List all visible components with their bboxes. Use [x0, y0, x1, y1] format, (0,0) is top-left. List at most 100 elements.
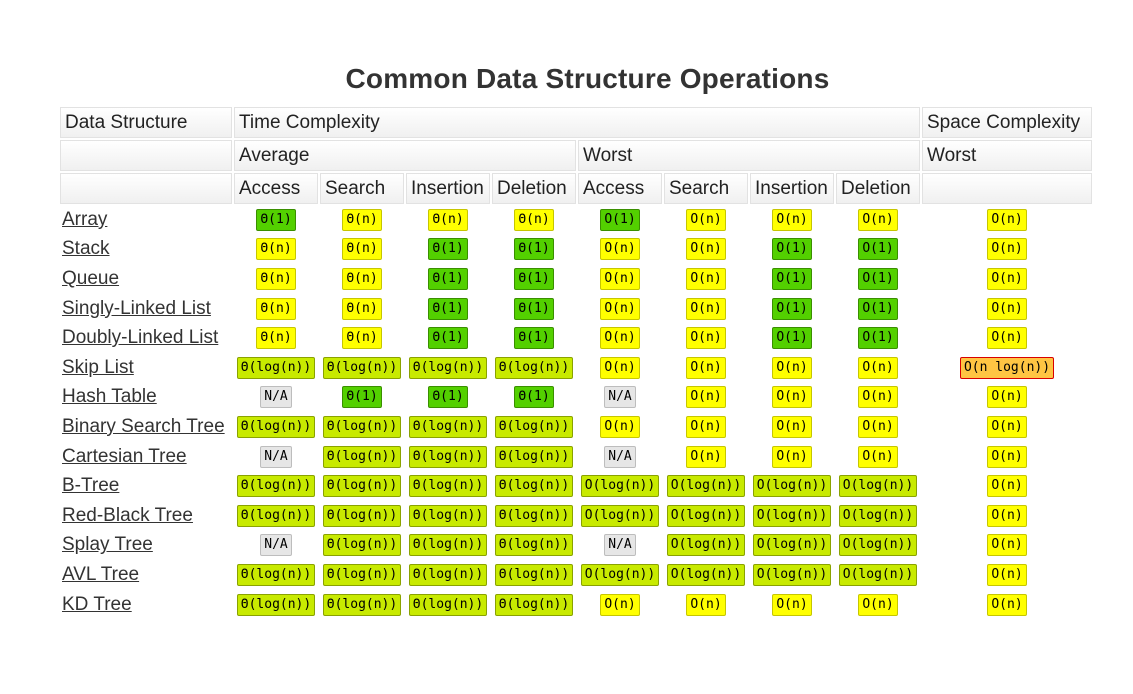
header-avg-access: Access — [234, 173, 318, 204]
data-structure-link[interactable]: AVL Tree — [62, 563, 140, 585]
complexity-badge: O(1) — [772, 238, 812, 261]
complexity-badge: O(1) — [772, 327, 812, 350]
complexity-badge: O(1) — [772, 267, 812, 290]
data-structure-cell: KD Tree — [60, 591, 232, 619]
complexity-badge: Θ(log(n)) — [408, 415, 488, 438]
data-structure-link[interactable]: Binary Search Tree — [62, 415, 225, 437]
avg-deletion-cell: Θ(1) — [492, 265, 576, 293]
complexity-badge: O(n) — [858, 415, 898, 438]
data-structure-link[interactable]: Red-Black Tree — [62, 504, 193, 526]
complexity-badge: O(n) — [987, 238, 1027, 261]
complexity-badge: Θ(log(n)) — [494, 415, 574, 438]
complexity-badge: O(n) — [686, 297, 726, 320]
complexity-badge: O(n log(n)) — [959, 356, 1055, 379]
worst-search-cell: O(log(n)) — [664, 532, 748, 560]
table-header: Data Structure Time Complexity Space Com… — [60, 107, 1092, 204]
complexity-badge: O(n) — [987, 593, 1027, 616]
complexity-badge: Θ(log(n)) — [322, 504, 402, 527]
complexity-badge: Θ(log(n)) — [408, 445, 488, 468]
avg-deletion-cell: Θ(log(n)) — [492, 413, 576, 441]
worst-search-cell: O(n) — [664, 206, 748, 234]
complexity-badge: Θ(log(n)) — [494, 593, 574, 616]
table-row: Skip List Θ(log(n)) Θ(log(n)) Θ(log(n)) Θ(lo… — [60, 354, 1092, 382]
table-row: Splay Tree N/A Θ(log(n)) Θ(log(n)) Θ(log(n))… — [60, 532, 1092, 560]
data-structure-link[interactable]: Array — [62, 208, 108, 230]
complexity-badge: N/A — [604, 445, 636, 468]
complexity-badge: Θ(1) — [342, 386, 382, 409]
complexity-badge: Θ(log(n)) — [494, 356, 574, 379]
worst-deletion-cell: O(n) — [836, 354, 920, 382]
data-structure-link[interactable]: Queue — [62, 267, 120, 289]
worst-search-cell: O(log(n)) — [664, 561, 748, 589]
data-structure-cell: Cartesian Tree — [60, 443, 232, 471]
avg-deletion-cell: Θ(1) — [492, 324, 576, 352]
avg-access-cell: Θ(log(n)) — [234, 472, 318, 500]
complexity-badge: O(n) — [686, 267, 726, 290]
data-structure-link[interactable]: Skip List — [62, 356, 134, 378]
complexity-badge: O(log(n)) — [666, 534, 746, 557]
complexity-badge: Θ(log(n)) — [494, 445, 574, 468]
worst-access-cell: O(log(n)) — [578, 472, 662, 500]
data-structure-cell: Array — [60, 206, 232, 234]
worst-insertion-cell: O(1) — [750, 236, 834, 264]
complexity-badge: O(n) — [858, 593, 898, 616]
data-structure-link[interactable]: B-Tree — [62, 475, 120, 497]
worst-access-cell: O(log(n)) — [578, 502, 662, 530]
complexity-badge: Θ(log(n)) — [494, 504, 574, 527]
worst-insertion-cell: O(1) — [750, 324, 834, 352]
worst-access-cell: O(n) — [578, 413, 662, 441]
complexity-badge: Θ(n) — [342, 297, 382, 320]
avg-access-cell: Θ(1) — [234, 206, 318, 234]
avg-search-cell: Θ(log(n)) — [320, 413, 404, 441]
data-structure-link[interactable]: Splay Tree — [62, 534, 153, 556]
data-structure-link[interactable]: KD Tree — [62, 593, 132, 615]
complexity-badge: O(log(n)) — [838, 563, 918, 586]
complexity-badge: O(n) — [987, 297, 1027, 320]
avg-insertion-cell: Θ(log(n)) — [406, 472, 490, 500]
complexity-badge: Θ(log(n)) — [236, 563, 316, 586]
complexity-badge: Θ(log(n)) — [322, 415, 402, 438]
complexity-badge: Θ(n) — [256, 327, 296, 350]
complexity-badge: O(log(n)) — [752, 534, 832, 557]
avg-insertion-cell: Θ(1) — [406, 236, 490, 264]
worst-access-cell: O(n) — [578, 591, 662, 619]
avg-search-cell: Θ(log(n)) — [320, 502, 404, 530]
worst-insertion-cell: O(n) — [750, 591, 834, 619]
complexity-badge: O(n) — [858, 445, 898, 468]
avg-access-cell: Θ(log(n)) — [234, 413, 318, 441]
data-structure-cell: AVL Tree — [60, 561, 232, 589]
worst-search-cell: O(log(n)) — [664, 472, 748, 500]
complexity-badge: O(log(n)) — [838, 475, 918, 498]
complexity-badge: Θ(n) — [514, 208, 554, 231]
space-worst-cell: O(n) — [922, 413, 1092, 441]
worst-insertion-cell: O(log(n)) — [750, 532, 834, 560]
data-structure-link[interactable]: Stack — [62, 238, 110, 260]
space-worst-cell: O(n) — [922, 472, 1092, 500]
complexity-badge: Θ(log(n)) — [322, 356, 402, 379]
data-structure-link[interactable]: Cartesian Tree — [62, 445, 187, 467]
avg-insertion-cell: Θ(1) — [406, 265, 490, 293]
data-structure-link[interactable]: Singly-Linked List — [62, 297, 211, 319]
complexity-badge: O(log(n)) — [580, 504, 660, 527]
complexity-badge: O(log(n)) — [666, 563, 746, 586]
data-structure-cell: Splay Tree — [60, 532, 232, 560]
complexity-badge: Θ(log(n)) — [236, 475, 316, 498]
avg-access-cell: Θ(log(n)) — [234, 591, 318, 619]
complexity-badge: O(1) — [858, 327, 898, 350]
header-row-ops: Access Search Insertion Deletion Access … — [60, 173, 1092, 204]
worst-access-cell: O(1) — [578, 206, 662, 234]
avg-search-cell: Θ(log(n)) — [320, 443, 404, 471]
avg-search-cell: Θ(n) — [320, 236, 404, 264]
complexity-badge: O(n) — [987, 475, 1027, 498]
data-structure-link[interactable]: Doubly-Linked List — [62, 327, 219, 349]
avg-deletion-cell: Θ(log(n)) — [492, 561, 576, 589]
header-time-complexity: Time Complexity — [234, 107, 920, 138]
avg-insertion-cell: Θ(log(n)) — [406, 532, 490, 560]
header-space-complexity: Space Complexity — [922, 107, 1092, 138]
data-structure-link[interactable]: Hash Table — [62, 386, 157, 408]
space-worst-cell: O(n) — [922, 561, 1092, 589]
complexity-badge: O(n) — [987, 208, 1027, 231]
complexity-badge: Θ(n) — [256, 297, 296, 320]
complexity-badge: O(log(n)) — [752, 475, 832, 498]
worst-access-cell: N/A — [578, 532, 662, 560]
